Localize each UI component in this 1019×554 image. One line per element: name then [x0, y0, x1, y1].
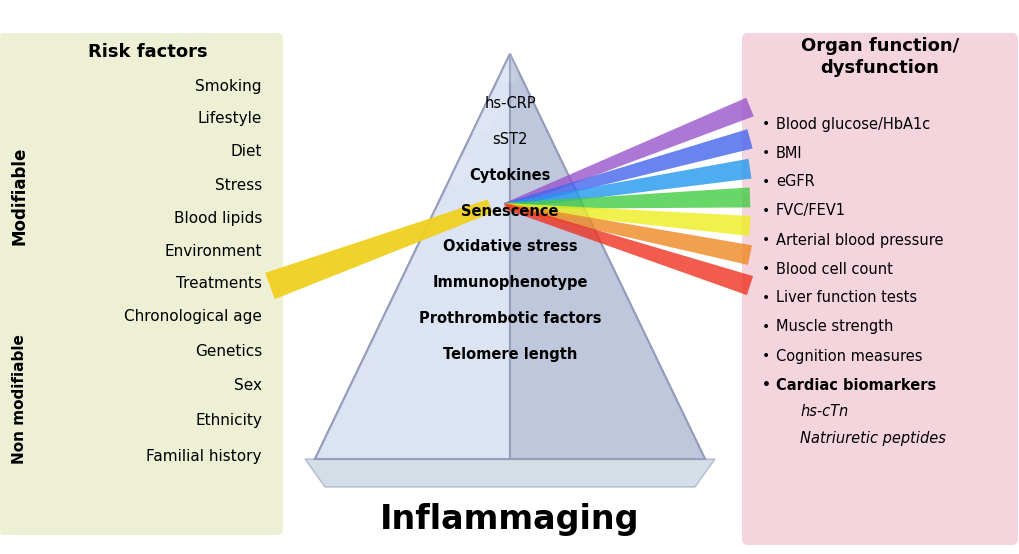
FancyBboxPatch shape [0, 33, 282, 535]
Text: •: • [761, 146, 769, 160]
Polygon shape [447, 155, 477, 183]
Text: hs-cTn: hs-cTn [799, 404, 848, 419]
Text: Blood lipids: Blood lipids [173, 211, 262, 225]
Text: FVC/FEV1: FVC/FEV1 [775, 203, 845, 218]
Text: Non modifiable: Non modifiable [12, 334, 28, 464]
Polygon shape [503, 203, 752, 295]
Text: Muscle strength: Muscle strength [775, 320, 893, 335]
Text: •: • [761, 233, 769, 247]
Text: Inflammaging: Inflammaging [380, 502, 639, 536]
Text: Immunophenotype: Immunophenotype [432, 275, 587, 290]
Polygon shape [315, 54, 510, 459]
Polygon shape [305, 459, 714, 487]
Polygon shape [504, 203, 751, 265]
Text: Sex: Sex [233, 378, 262, 393]
Text: Arterial blood pressure: Arterial blood pressure [775, 233, 943, 248]
Text: Cytokines: Cytokines [469, 168, 550, 183]
Text: Familial history: Familial history [147, 449, 262, 464]
Text: •: • [761, 262, 769, 276]
Text: Oxidative stress: Oxidative stress [442, 239, 577, 254]
Text: Diet: Diet [230, 145, 262, 160]
FancyBboxPatch shape [741, 33, 1017, 545]
Text: Lifestyle: Lifestyle [198, 111, 262, 126]
Text: Modifiable: Modifiable [11, 147, 29, 245]
Text: Genetics: Genetics [195, 343, 262, 358]
Polygon shape [504, 187, 750, 209]
Polygon shape [510, 54, 704, 459]
Text: Prothrombotic factors: Prothrombotic factors [419, 311, 600, 326]
Polygon shape [398, 257, 426, 285]
Text: •: • [761, 291, 769, 305]
Polygon shape [503, 98, 753, 209]
Text: Ethnicity: Ethnicity [195, 413, 262, 428]
Text: Treatments: Treatments [176, 276, 262, 291]
Polygon shape [265, 199, 492, 299]
Text: Stress: Stress [215, 177, 262, 192]
Text: Environment: Environment [164, 244, 262, 259]
Text: BMI: BMI [775, 146, 802, 161]
Text: •: • [761, 349, 769, 363]
Text: •: • [761, 117, 769, 131]
Polygon shape [496, 54, 528, 83]
Text: Blood glucose/HbA1c: Blood glucose/HbA1c [775, 116, 929, 131]
Text: •: • [761, 175, 769, 189]
Polygon shape [504, 159, 751, 209]
Text: Cardiac biomarkers: Cardiac biomarkers [775, 377, 935, 392]
Text: •: • [761, 378, 770, 392]
Text: sST2: sST2 [492, 132, 527, 147]
Text: Chronological age: Chronological age [124, 309, 262, 324]
Text: Natriuretic peptides: Natriuretic peptides [799, 432, 945, 447]
Text: Blood cell count: Blood cell count [775, 261, 892, 276]
Polygon shape [504, 203, 750, 236]
Text: Telomere length: Telomere length [442, 346, 577, 362]
Text: Liver function tests: Liver function tests [775, 290, 916, 305]
Text: hs-CRP: hs-CRP [484, 96, 535, 111]
Polygon shape [503, 129, 752, 209]
Text: Organ function/
dysfunction: Organ function/ dysfunction [800, 37, 958, 77]
Text: Senescence: Senescence [461, 204, 558, 219]
Text: •: • [761, 204, 769, 218]
Text: Cognition measures: Cognition measures [775, 348, 921, 363]
Text: eGFR: eGFR [775, 175, 814, 189]
Polygon shape [315, 54, 704, 459]
Polygon shape [423, 206, 451, 234]
Text: Risk factors: Risk factors [88, 43, 208, 61]
Text: •: • [761, 320, 769, 334]
Text: Smoking: Smoking [196, 79, 262, 94]
Polygon shape [472, 105, 502, 133]
